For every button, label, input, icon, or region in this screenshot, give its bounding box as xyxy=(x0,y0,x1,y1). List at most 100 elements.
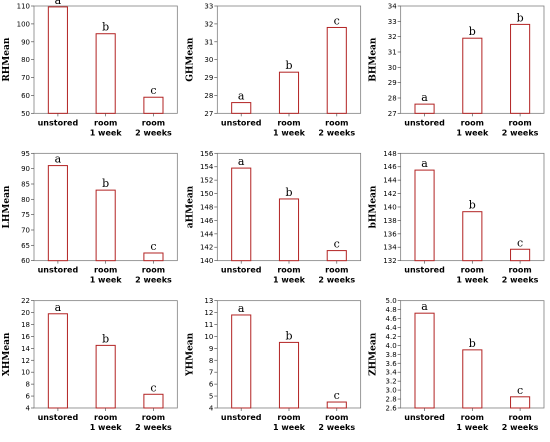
y-tick-label: 70 xyxy=(21,74,30,82)
x-tick-label: 1 week xyxy=(273,128,306,137)
x-tick-label: room xyxy=(277,266,300,275)
x-tick-label: unstored xyxy=(221,266,262,275)
y-tick-label: 132 xyxy=(383,257,396,265)
y-tick-label: 32 xyxy=(204,20,213,28)
bar xyxy=(326,26,347,114)
y-tick-label: 3.4 xyxy=(386,369,398,377)
x-tick-label: 2 weeks xyxy=(318,128,355,137)
data-label: c xyxy=(334,14,340,27)
x-tick-label: room xyxy=(508,413,531,422)
bar xyxy=(278,341,300,409)
y-tick-label: 20 xyxy=(21,309,30,317)
chart-panel-bhmean: 132 134 136 138 140 142 144 146 148 bHMean a unstor… xyxy=(369,150,545,285)
bar xyxy=(47,165,68,262)
chart-panel-ahmean: 140 142 144 146 148 150 152 154 156 aHMean a unstor… xyxy=(185,150,362,285)
y-tick-label: 142 xyxy=(200,244,213,252)
y-axis-label: XHMean xyxy=(2,332,12,376)
data-label: b xyxy=(102,177,109,190)
bar xyxy=(462,349,483,409)
bar xyxy=(47,313,68,409)
y-tick-label: 142 xyxy=(383,190,396,198)
y-tick-label: 90 xyxy=(21,165,30,173)
y-tick-label: 148 xyxy=(200,203,213,211)
y-tick-label: 140 xyxy=(200,257,213,265)
data-label: a xyxy=(421,300,428,313)
x-tick-label: 2 weeks xyxy=(318,276,355,285)
bar xyxy=(462,37,483,114)
x-tick-label: 1 week xyxy=(90,276,123,285)
y-tick-label: 28 xyxy=(388,94,397,102)
data-label: a xyxy=(238,155,245,168)
y-tick-label: 140 xyxy=(383,203,396,211)
bar xyxy=(414,103,435,114)
x-tick-label: unstored xyxy=(404,266,445,275)
y-tick-label: 11 xyxy=(204,321,213,329)
bar xyxy=(47,6,68,114)
y-tick-label: 16 xyxy=(21,333,30,341)
y-axis-label: ZHMean xyxy=(369,332,379,376)
x-tick-label: room xyxy=(461,413,484,422)
y-tick-label: 30 xyxy=(204,56,213,64)
x-tick-label: 1 week xyxy=(273,276,306,285)
y-tick-label: 144 xyxy=(383,177,397,185)
y-tick-label: 10 xyxy=(21,369,30,377)
y-tick-label: 4.0 xyxy=(386,342,397,350)
chart-panel-zhmean: 2.62.83.03.23.43.63.84.04.24.44.64.85.0 Z… xyxy=(369,297,545,432)
x-tick-label: room xyxy=(461,266,484,275)
x-tick-label: 1 week xyxy=(456,128,489,137)
y-axis-label: RHMean xyxy=(2,37,12,82)
x-tick-label: 2 weeks xyxy=(318,423,355,432)
y-tick-label: 148 xyxy=(383,150,396,158)
y-tick-label: 152 xyxy=(200,177,213,185)
data-label: b xyxy=(102,332,109,345)
y-axis-label: GHMean xyxy=(185,37,195,82)
data-label: a xyxy=(55,153,62,166)
bar xyxy=(414,312,435,409)
data-label: a xyxy=(421,91,428,104)
data-label: b xyxy=(469,199,476,212)
y-tick-label: 7 xyxy=(209,369,213,377)
bar xyxy=(95,344,116,409)
data-label: b xyxy=(285,59,292,72)
y-tick-label: 144 xyxy=(200,230,214,238)
x-tick-label: 1 week xyxy=(456,423,489,432)
data-label: b xyxy=(102,21,109,34)
data-label: b xyxy=(285,186,292,199)
x-tick-label: 1 week xyxy=(90,128,123,137)
y-tick-label: 12 xyxy=(204,309,213,317)
y-tick-label: 12 xyxy=(21,357,30,365)
y-tick-label: 3.2 xyxy=(386,378,397,386)
y-tick-label: 4 xyxy=(26,404,31,412)
y-tick-label: 2.8 xyxy=(386,396,397,404)
y-tick-label: 8 xyxy=(209,357,213,365)
y-tick-label: 22 xyxy=(21,297,30,305)
data-label: c xyxy=(334,389,340,402)
bar xyxy=(143,252,164,262)
y-axis-label: YHMean xyxy=(185,332,195,376)
y-tick-label: 33 xyxy=(204,3,213,11)
y-tick-label: 13 xyxy=(204,297,213,305)
x-tick-label: unstored xyxy=(221,413,262,422)
bar xyxy=(231,314,252,409)
y-tick-label: 4.8 xyxy=(386,306,397,314)
data-label: b xyxy=(469,25,476,38)
data-label: c xyxy=(150,84,156,97)
x-tick-label: room xyxy=(325,413,348,422)
bar xyxy=(143,393,164,409)
bar xyxy=(278,71,300,114)
y-tick-label: 29 xyxy=(388,79,397,87)
y-tick-label: 31 xyxy=(204,38,213,46)
y-tick-label: 50 xyxy=(21,110,30,118)
data-label: b xyxy=(517,11,524,24)
bar xyxy=(510,248,531,262)
x-tick-label: 2 weeks xyxy=(135,128,172,137)
y-tick-label: 3.0 xyxy=(386,387,397,395)
x-tick-label: unstored xyxy=(38,266,79,275)
y-tick-label: 150 xyxy=(200,190,213,198)
y-tick-label: 134 xyxy=(383,244,397,252)
bar xyxy=(95,189,116,262)
x-tick-label: 1 week xyxy=(273,423,306,432)
y-tick-label: 5.0 xyxy=(386,297,397,305)
